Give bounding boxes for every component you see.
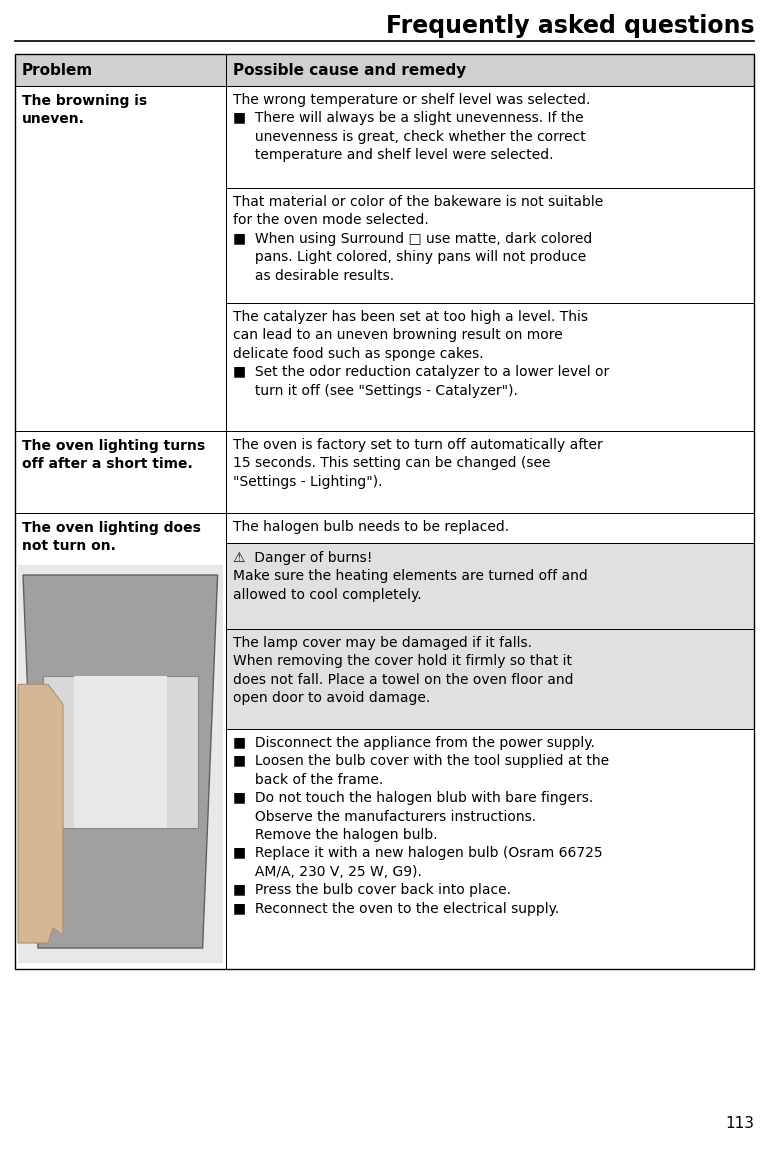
Bar bbox=[225, 512, 754, 543]
Bar bbox=[15, 54, 754, 969]
Bar bbox=[225, 543, 754, 629]
Text: 113: 113 bbox=[725, 1116, 754, 1131]
Bar bbox=[15, 86, 225, 431]
Text: The oven is factory set to turn off automatically after
15 seconds. This setting: The oven is factory set to turn off auto… bbox=[232, 438, 602, 488]
Bar bbox=[43, 677, 198, 827]
Bar bbox=[74, 677, 167, 827]
Polygon shape bbox=[23, 574, 218, 948]
Text: Problem: Problem bbox=[22, 63, 93, 78]
Bar bbox=[18, 565, 222, 963]
Bar bbox=[15, 431, 225, 512]
Text: That material or color of the bakeware is not suitable
for the oven mode selecte: That material or color of the bakeware i… bbox=[232, 195, 603, 283]
Polygon shape bbox=[18, 685, 63, 943]
Bar bbox=[15, 512, 225, 969]
Bar bbox=[15, 54, 225, 86]
Text: ■  Disconnect the appliance from the power supply.
■  Loosen the bulb cover with: ■ Disconnect the appliance from the powe… bbox=[232, 737, 609, 916]
Text: The browning is
uneven.: The browning is uneven. bbox=[22, 94, 147, 126]
Text: The wrong temperature or shelf level was selected.
■  There will always be a sli: The wrong temperature or shelf level was… bbox=[232, 93, 590, 162]
Bar bbox=[225, 728, 754, 969]
Text: ⚠  Danger of burns!
Make sure the heating elements are turned off and
allowed to: ⚠ Danger of burns! Make sure the heating… bbox=[232, 552, 588, 602]
Bar bbox=[225, 629, 754, 728]
Text: Frequently asked questions: Frequently asked questions bbox=[386, 14, 755, 38]
Text: Possible cause and remedy: Possible cause and remedy bbox=[232, 63, 466, 78]
Bar bbox=[15, 512, 225, 969]
Bar bbox=[225, 431, 754, 512]
Text: The halogen bulb needs to be replaced.: The halogen bulb needs to be replaced. bbox=[232, 520, 509, 534]
Text: The oven lighting does
not turn on.: The oven lighting does not turn on. bbox=[22, 520, 201, 554]
Bar bbox=[225, 86, 754, 188]
Text: The lamp cover may be damaged if it falls.
When removing the cover hold it firml: The lamp cover may be damaged if it fall… bbox=[232, 637, 573, 705]
Text: The oven lighting turns
off after a short time.: The oven lighting turns off after a shor… bbox=[22, 439, 205, 471]
Bar bbox=[225, 188, 754, 303]
Text: The catalyzer has been set at too high a level. This
can lead to an uneven brown: The catalyzer has been set at too high a… bbox=[232, 310, 609, 398]
Bar bbox=[225, 54, 754, 86]
Bar bbox=[225, 303, 754, 431]
